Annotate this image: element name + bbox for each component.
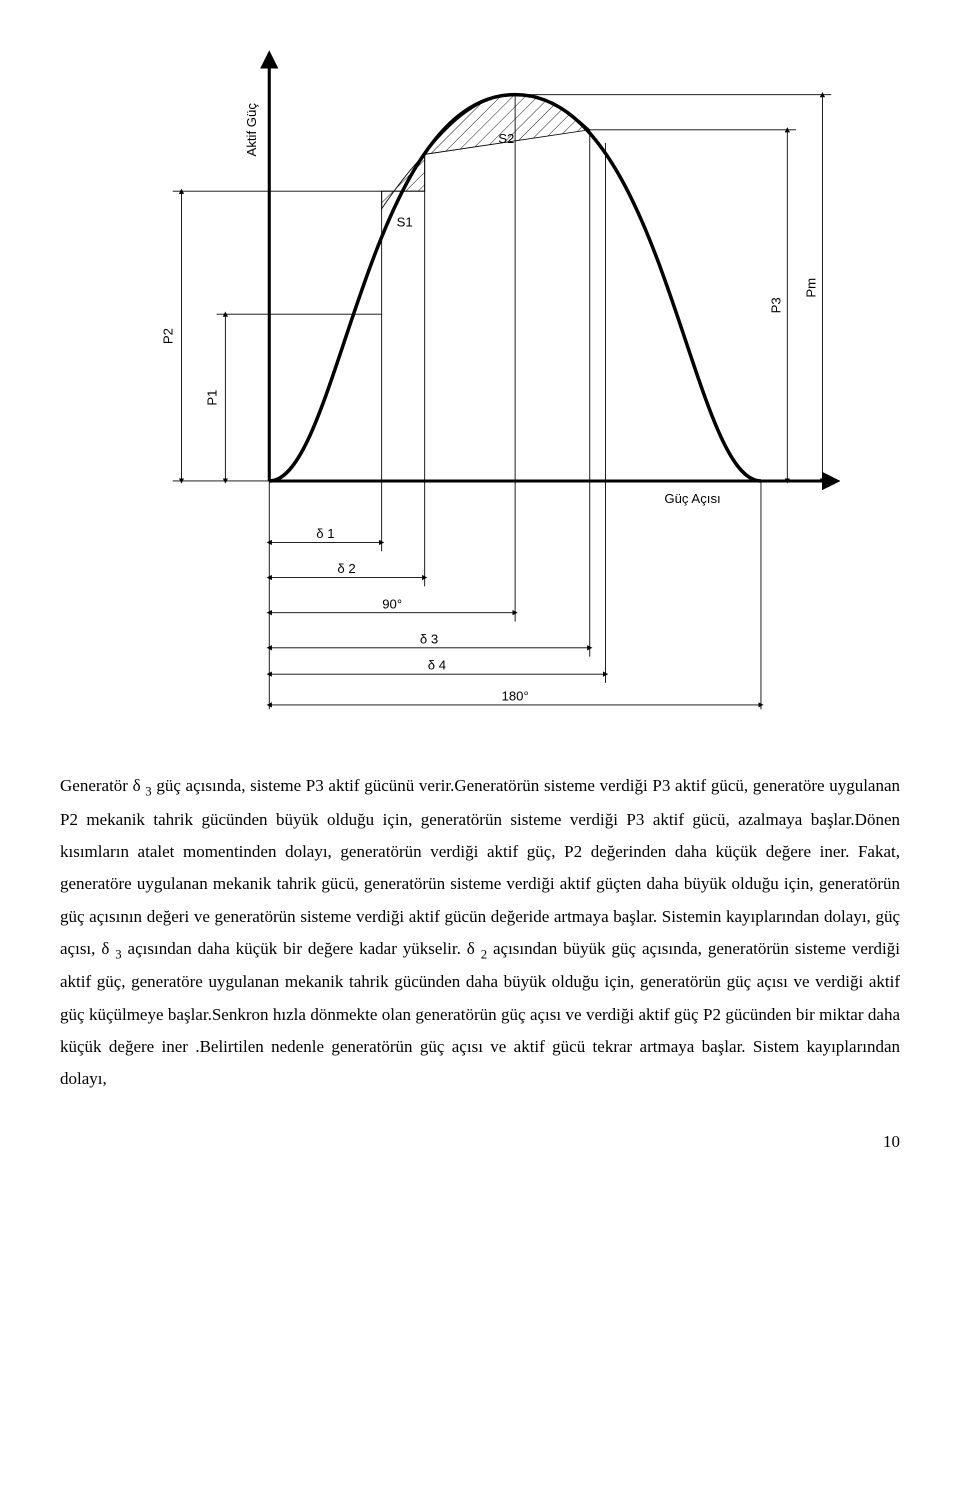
delta1-label: δ 1: [316, 526, 334, 541]
delta4-label: δ 4: [428, 658, 446, 673]
p3-label: P3: [768, 297, 783, 313]
p1-seg-b: güç açısında, sisteme P3 aktif gücünü ve…: [60, 776, 900, 958]
180-label: 180°: [502, 688, 529, 703]
pm-label: Pm: [803, 278, 818, 298]
p1-seg-a: Generatör δ: [60, 776, 145, 795]
p1-seg-d: açısından büyük güç açısında, generatörü…: [60, 939, 900, 1089]
delta3-label: δ 3: [420, 631, 438, 646]
s1-text: S1: [397, 214, 413, 229]
page-number: 10: [60, 1126, 900, 1158]
ninety-label: 90°: [382, 596, 402, 611]
power-angle-diagram: δ 1 δ 2 90° δ 3 δ 4 180° P2 P1 P3 Pm Akt…: [120, 40, 840, 720]
y-axis-label: Aktif Güç: [244, 103, 259, 157]
p1-label: P1: [205, 390, 220, 406]
s1-area: [382, 154, 425, 208]
paragraph-1: Generatör δ 3 güç açısında, sisteme P3 a…: [60, 770, 900, 1096]
s2-text: S2: [498, 131, 514, 146]
delta2-label: δ 2: [337, 561, 355, 576]
x-axis-label: Güç Açısı: [664, 491, 720, 506]
p1-seg-c: açısından daha küçük bir değere kadar yü…: [122, 939, 481, 958]
p2-label: P2: [161, 328, 176, 344]
